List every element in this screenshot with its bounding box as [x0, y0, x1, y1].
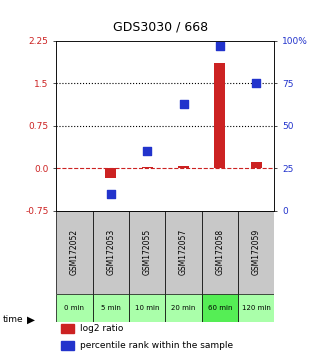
Text: GSM172057: GSM172057: [179, 229, 188, 275]
Bar: [61, 341, 74, 350]
Point: [144, 148, 150, 154]
Bar: [56, 294, 92, 322]
Bar: [56, 211, 92, 294]
Text: 10 min: 10 min: [135, 305, 159, 311]
Bar: [251, 162, 262, 168]
Bar: [165, 211, 202, 294]
Text: percentile rank within the sample: percentile rank within the sample: [80, 341, 233, 350]
Bar: [129, 294, 165, 322]
Text: time: time: [3, 315, 24, 324]
Text: 5 min: 5 min: [101, 305, 121, 311]
Bar: [92, 294, 129, 322]
Text: 120 min: 120 min: [242, 305, 271, 311]
Text: GSM172053: GSM172053: [106, 229, 115, 275]
Text: GDS3030 / 668: GDS3030 / 668: [113, 20, 208, 33]
Bar: [178, 166, 189, 168]
Text: 0 min: 0 min: [65, 305, 84, 311]
Point: [108, 191, 113, 196]
Bar: [202, 211, 238, 294]
Text: GSM172055: GSM172055: [143, 229, 152, 275]
Text: ▶: ▶: [27, 314, 34, 324]
Bar: [61, 324, 74, 333]
Bar: [238, 211, 274, 294]
Text: GSM172052: GSM172052: [70, 229, 79, 275]
Point: [217, 43, 222, 48]
Bar: [105, 168, 116, 178]
Text: log2 ratio: log2 ratio: [80, 324, 124, 333]
Text: 60 min: 60 min: [208, 305, 232, 311]
Text: GSM172058: GSM172058: [215, 229, 224, 275]
Text: 20 min: 20 min: [171, 305, 196, 311]
Bar: [214, 63, 225, 168]
Bar: [92, 211, 129, 294]
Point: [181, 101, 186, 107]
Point: [254, 80, 259, 86]
Text: GSM172059: GSM172059: [252, 229, 261, 275]
Bar: [202, 294, 238, 322]
Bar: [142, 167, 152, 168]
Bar: [165, 294, 202, 322]
Bar: [238, 294, 274, 322]
Bar: [129, 211, 165, 294]
